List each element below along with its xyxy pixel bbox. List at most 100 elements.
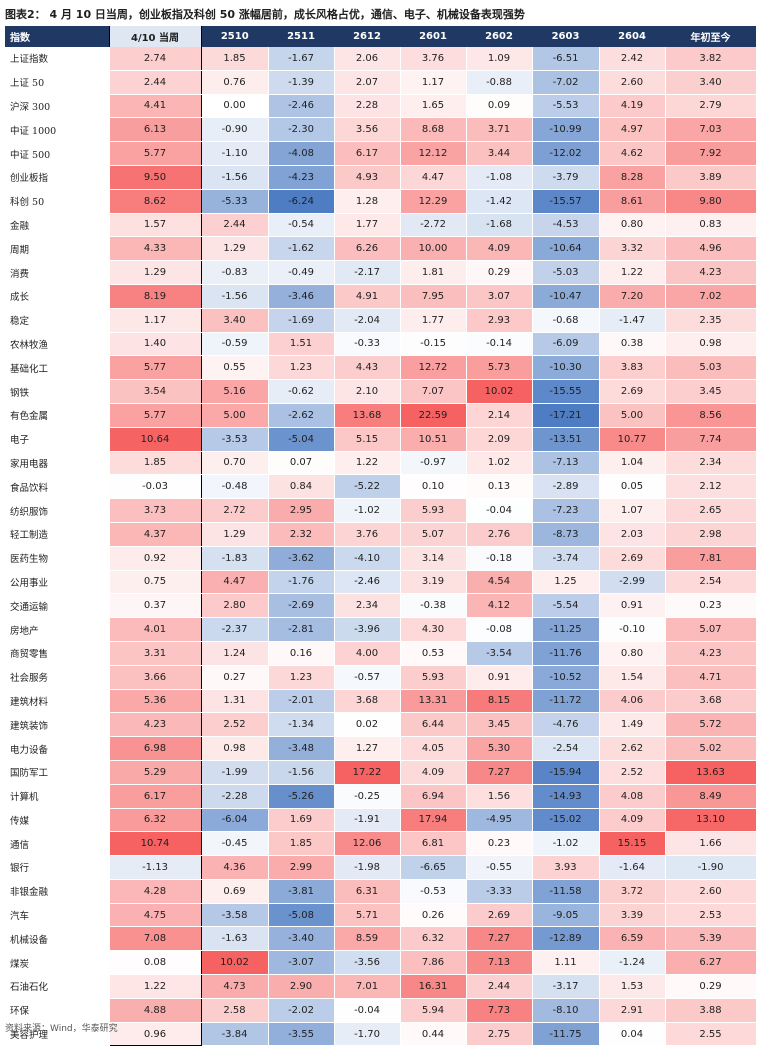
heatmap-cell: 5.03 [665, 355, 757, 381]
heatmap-cell: 2.09 [466, 427, 533, 452]
heatmap-cell: -1.90 [665, 855, 757, 880]
heatmap-cell: -2.17 [334, 260, 401, 285]
heatmap-cell: 4.33 [108, 236, 202, 262]
heatmap-cell: -2.99 [599, 570, 666, 595]
row-label: 上证 50 [5, 70, 110, 95]
heatmap-cell: 0.70 [201, 451, 269, 476]
heatmap-cell: 0.83 [665, 212, 757, 238]
heatmap-cell: -1.70 [334, 1022, 401, 1046]
heatmap-cell: 13.68 [334, 403, 401, 428]
heatmap-cell: 4.37 [108, 522, 202, 547]
heatmap-cell: 2.95 [268, 498, 335, 523]
heatmap-cell: -8.10 [532, 998, 600, 1023]
heatmap-cell: -0.04 [466, 498, 533, 523]
heatmap-cell: -1.13 [108, 855, 202, 880]
heatmap-cell: 7.07 [400, 379, 467, 404]
heatmap-cell: 6.17 [334, 141, 401, 166]
heatmap-cell: 1.11 [532, 950, 600, 976]
heatmap-cell: -1.08 [466, 165, 533, 190]
column-header: 2601 [400, 26, 466, 47]
heatmap-cell: -0.15 [400, 331, 467, 357]
table-body: 上证指数 2.74 1.85 -1.67 2.06 3.76 1.09 -6.51 2.42 3.… [5, 47, 757, 1046]
heatmap-cell: -0.25 [334, 784, 401, 809]
row-label: 煤炭 [5, 950, 110, 976]
heatmap-cell: 4.05 [400, 736, 467, 761]
heatmap-cell: -5.22 [334, 474, 401, 500]
heatmap-cell: 9.50 [108, 165, 202, 190]
table-row: 稳定 1.17 3.40 -1.69 -2.04 1.77 2.93 -0.68 -1.47 2.… [5, 308, 757, 333]
heatmap-cell: -7.23 [532, 498, 600, 523]
heatmap-cell: 3.32 [599, 236, 666, 262]
heatmap-cell: 2.44 [108, 70, 202, 95]
heatmap-cell: 6.26 [334, 236, 401, 262]
heatmap-cell: 15.15 [599, 831, 666, 857]
heatmap-cell: 17.22 [334, 760, 401, 785]
heatmap-cell: -0.59 [201, 331, 269, 357]
heatmap-cell: 1.85 [268, 831, 335, 857]
heatmap-cell: -0.57 [334, 665, 401, 690]
heatmap-cell: 4.91 [334, 284, 401, 309]
heatmap-cell: -0.68 [532, 308, 600, 333]
heatmap-cell: 8.56 [665, 403, 757, 428]
heatmap-cell: 4.41 [108, 94, 202, 119]
heatmap-cell: 0.29 [466, 260, 533, 285]
heatmap-cell: -2.89 [532, 474, 600, 500]
heatmap-cell: 3.66 [108, 665, 202, 690]
heatmap-cell: -2.04 [334, 308, 401, 333]
heatmap-cell: 1.24 [201, 641, 269, 666]
table-row: 上证指数 2.74 1.85 -1.67 2.06 3.76 1.09 -6.51 2.42 3.… [5, 47, 757, 71]
heatmap-cell: 1.77 [334, 212, 401, 238]
heatmap-cell: -3.54 [466, 641, 533, 666]
heatmap-cell: 2.60 [665, 879, 757, 904]
table-row: 环保 4.88 2.58 -2.02 -0.04 5.94 7.73 -8.10 2.91 3.8… [5, 998, 757, 1023]
heatmap-cell: 2.44 [466, 974, 533, 999]
heatmap-cell: 2.34 [665, 451, 757, 476]
heatmap-cell: 1.22 [108, 974, 202, 999]
heatmap-cell: 5.00 [201, 403, 269, 428]
row-label: 环保 [5, 998, 110, 1023]
heatmap-cell: 4.96 [665, 236, 757, 262]
heatmap-cell: 2.91 [599, 998, 666, 1023]
heatmap-cell: 1.29 [201, 522, 269, 547]
heatmap-cell: 3.72 [599, 879, 666, 904]
heatmap-cell: -0.38 [400, 593, 467, 619]
row-label: 沪深 300 [5, 94, 110, 119]
heatmap-cell: -1.98 [334, 855, 401, 880]
heatmap-cell: 17.94 [400, 808, 467, 833]
heatmap-cell: 5.16 [201, 379, 269, 404]
heatmap-cell: 3.14 [400, 546, 467, 571]
heatmap-cell: -1.42 [466, 189, 533, 214]
table-row: 周期 4.33 1.29 -1.62 6.26 10.00 4.09 -10.64 3.32 4.… [5, 236, 757, 262]
column-header: 年初至今 [665, 26, 756, 47]
heatmap-cell: 5.71 [334, 903, 401, 928]
heatmap-cell: 3.76 [334, 522, 401, 547]
row-label: 非银金融 [5, 879, 110, 904]
heatmap-cell: -1.83 [201, 546, 269, 571]
heatmap-cell: 1.23 [268, 665, 335, 690]
heatmap-cell: -2.46 [334, 570, 401, 595]
heatmap-cell: -0.33 [334, 331, 401, 357]
heatmap-cell: -5.33 [201, 189, 269, 214]
row-label: 石油石化 [5, 974, 110, 999]
row-label: 中证 1000 [5, 117, 110, 143]
heatmap-cell: 10.77 [599, 427, 666, 452]
heatmap-cell: 7.73 [466, 998, 533, 1023]
heatmap-cell: 7.03 [665, 117, 757, 143]
heatmap-cell: 5.77 [108, 403, 202, 428]
table-row: 中证 1000 6.13 -0.90 -2.30 3.56 8.68 3.71 -10.99 4… [5, 117, 757, 143]
heatmap-cell: 1.27 [334, 736, 401, 761]
column-header: 2604 [599, 26, 665, 47]
heatmap-cell: -1.56 [201, 165, 269, 190]
row-label: 家用电器 [5, 451, 110, 476]
table-row: 通信 10.74 -0.45 1.85 12.06 6.81 0.23 -1.02 15.15 1… [5, 831, 757, 857]
heatmap-cell: 2.72 [201, 498, 269, 523]
heatmap-cell: -4.53 [532, 212, 600, 238]
heatmap-cell: -3.62 [268, 546, 335, 571]
heatmap-cell: 4.09 [466, 236, 533, 262]
heatmap-cell: -13.51 [532, 427, 600, 452]
heatmap-cell: 4.47 [201, 570, 269, 595]
heatmap-cell: 5.77 [108, 355, 202, 381]
heatmap-cell: 1.85 [201, 47, 269, 71]
table-row: 计算机 6.17 -2.28 -5.26 -0.25 6.94 1.56 -14.93 4.08… [5, 784, 757, 809]
heatmap-cell: 4.23 [108, 712, 202, 738]
